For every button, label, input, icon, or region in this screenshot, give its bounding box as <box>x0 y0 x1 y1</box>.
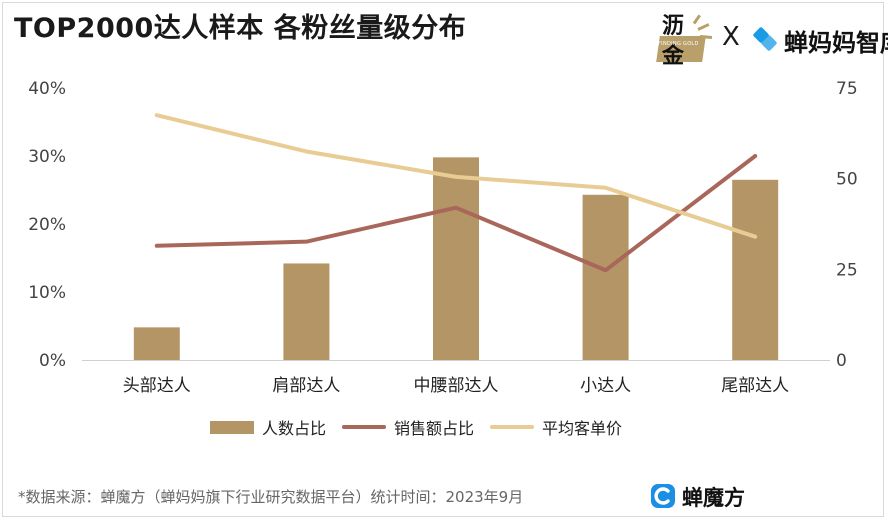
bar-headcount-share <box>582 194 629 360</box>
legend-item-price: 平均客单价 <box>490 415 622 439</box>
brand-separator: X <box>722 22 740 52</box>
right-axis: 0 25 50 75 <box>836 79 858 371</box>
bar-series <box>133 157 779 360</box>
data-source-note: *数据来源：蝉魔方（蝉妈妈旗下行业研究数据平台）统计时间：2023年9月 <box>18 488 524 506</box>
x-axis-category-label: 小达人 <box>580 376 631 396</box>
line-sales-share <box>154 154 758 273</box>
legend-label-price: 平均客单价 <box>542 419 623 438</box>
gold-logo-char-bottom: 金 <box>662 44 685 69</box>
chanmama-brand-text: 蝉妈妈智库 <box>784 29 888 57</box>
line-series <box>154 113 758 273</box>
gold-logo-subtext: FINDING GOLD <box>658 41 699 47</box>
right-axis-tick-label: 50 <box>836 170 858 190</box>
left-axis: 0% 10% 20% 30% 40% <box>28 79 66 371</box>
legend-swatch-sales-line <box>342 425 387 429</box>
right-axis-tick-label: 25 <box>836 260 858 280</box>
x-axis-labels: 头部达人 肩部达人 中腰部达人 小达人 尾部达人 <box>123 376 789 396</box>
x-axis-category-label: 中腰部达人 <box>414 376 499 396</box>
footer-brand-text: 蝉魔方 <box>682 486 745 510</box>
legend-label-headcount: 人数占比 <box>262 419 327 438</box>
left-axis-tick-label: 20% <box>28 215 66 235</box>
legend-swatch-price-line <box>490 425 535 429</box>
right-axis-tick-label: 0 <box>836 351 847 371</box>
left-axis-tick-label: 40% <box>28 79 66 99</box>
chanmofang-logo-icon <box>651 484 675 508</box>
footer-brand-logo: 蝉魔方 <box>650 481 830 511</box>
brand-logos: 沥 金 FINDING GOLD X 蝉妈妈智库 <box>650 8 888 69</box>
chanmama-logo-icon <box>753 27 777 51</box>
bar-headcount-share <box>433 157 479 360</box>
gold-logo-char-top: 沥 <box>662 14 685 39</box>
left-axis-tick-label: 0% <box>39 351 66 371</box>
page-title: TOP2000达人样本 各粉丝量级分布 <box>14 13 467 44</box>
chart-legend: 人数占比 销售额占比 平均客单价 <box>210 416 622 438</box>
legend-swatch-bar <box>210 420 254 434</box>
bar-headcount-share <box>732 179 779 360</box>
bar-headcount-share <box>283 263 330 360</box>
x-axis-category-label: 肩部达人 <box>272 376 340 396</box>
legend-label-sales: 销售额占比 <box>394 419 475 438</box>
legend-item-headcount: 人数占比 <box>210 415 326 439</box>
bar-headcount-share <box>133 327 180 360</box>
x-axis-category-label: 头部达人 <box>123 376 191 396</box>
legend-item-sales: 销售额占比 <box>342 415 474 439</box>
finding-gold-logo: 沥 金 FINDING GOLD <box>650 8 722 69</box>
x-axis-category-label: 尾部达人 <box>721 376 789 396</box>
left-axis-tick-label: 10% <box>28 283 66 303</box>
right-axis-tick-label: 75 <box>836 79 858 99</box>
line-avg-order-price <box>154 113 758 239</box>
left-axis-tick-label: 30% <box>28 147 66 167</box>
